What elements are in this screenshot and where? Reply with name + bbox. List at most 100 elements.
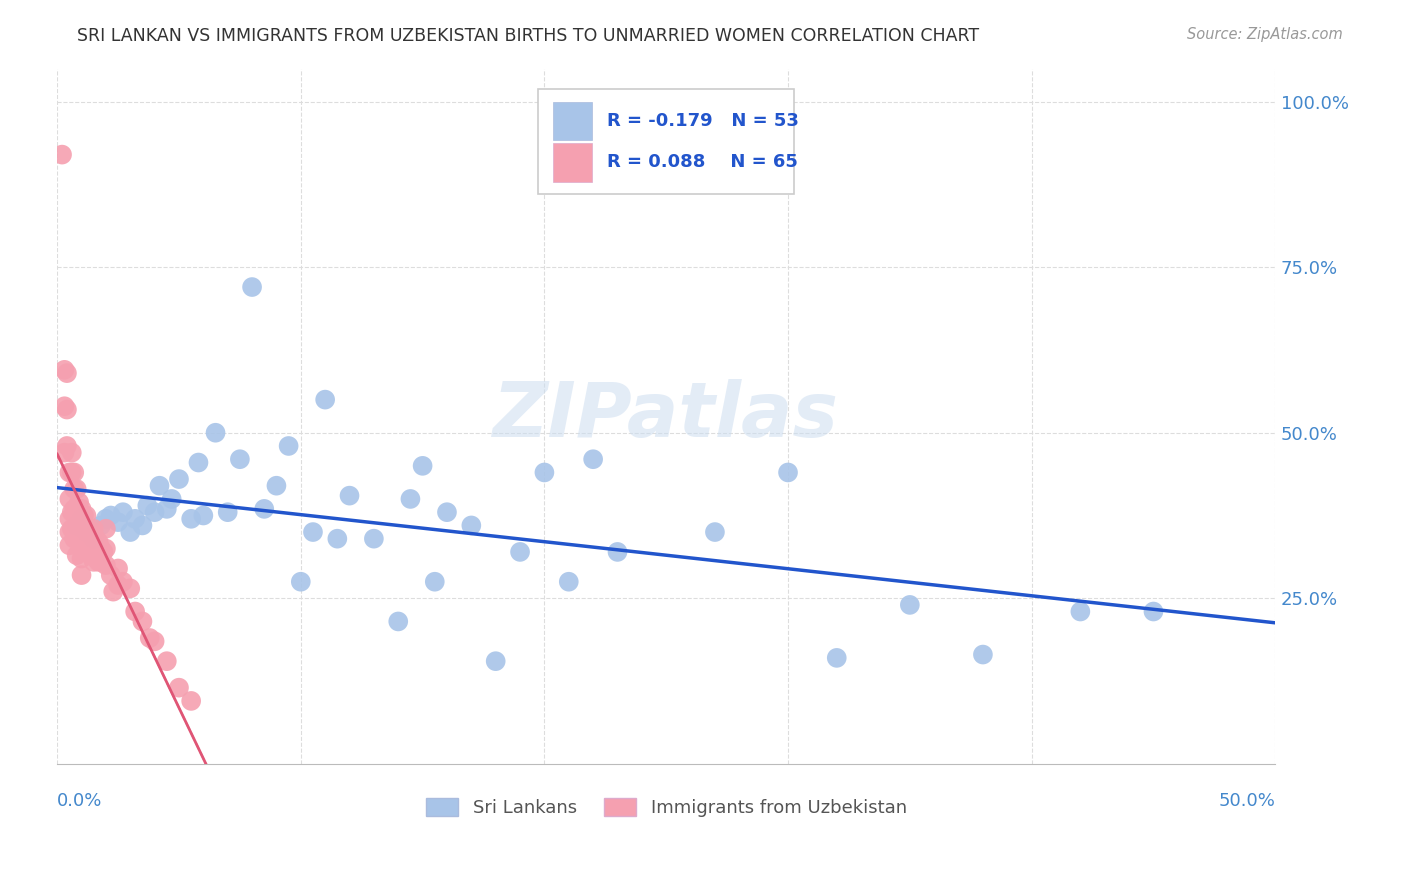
Point xyxy=(136,499,159,513)
Point xyxy=(143,505,166,519)
Point xyxy=(107,578,129,592)
Point xyxy=(58,524,80,539)
Point xyxy=(314,392,336,407)
Point xyxy=(326,532,349,546)
Point xyxy=(156,501,179,516)
Point xyxy=(387,615,409,629)
Point xyxy=(80,524,103,539)
Point xyxy=(156,654,179,668)
Point xyxy=(56,439,79,453)
Point xyxy=(67,495,90,509)
Point xyxy=(100,568,122,582)
Point xyxy=(266,479,288,493)
Point xyxy=(51,147,73,161)
Point xyxy=(73,508,96,523)
Point xyxy=(277,439,299,453)
Point xyxy=(56,366,79,380)
Point xyxy=(58,512,80,526)
Point xyxy=(124,605,146,619)
Point xyxy=(972,648,994,662)
Point xyxy=(167,681,190,695)
Point xyxy=(139,631,162,645)
Point xyxy=(83,522,105,536)
Point xyxy=(63,466,86,480)
Point xyxy=(124,512,146,526)
Point xyxy=(90,555,112,569)
Point xyxy=(898,598,921,612)
Point xyxy=(94,541,117,556)
Point xyxy=(290,574,312,589)
Point xyxy=(70,522,93,536)
Point xyxy=(167,472,190,486)
Point xyxy=(53,445,76,459)
Text: 0.0%: 0.0% xyxy=(58,791,103,810)
Point xyxy=(111,505,134,519)
Point xyxy=(302,524,325,539)
Point xyxy=(107,515,129,529)
Point xyxy=(160,491,183,506)
Point xyxy=(94,522,117,536)
Point xyxy=(60,445,83,459)
Point xyxy=(90,518,112,533)
Point xyxy=(143,634,166,648)
Point xyxy=(94,512,117,526)
Point xyxy=(75,524,97,539)
Point xyxy=(120,582,142,596)
Point xyxy=(83,532,105,546)
Point xyxy=(120,524,142,539)
Point xyxy=(412,458,434,473)
Point xyxy=(58,538,80,552)
Point xyxy=(533,466,555,480)
Point xyxy=(66,528,89,542)
Point xyxy=(58,491,80,506)
Text: R = -0.179   N = 53: R = -0.179 N = 53 xyxy=(606,112,799,129)
Point xyxy=(83,541,105,556)
Point xyxy=(606,545,628,559)
Text: R = 0.088    N = 65: R = 0.088 N = 65 xyxy=(606,153,797,171)
Point xyxy=(148,479,170,493)
Point xyxy=(93,545,115,559)
Point xyxy=(70,501,93,516)
Point xyxy=(60,505,83,519)
Point xyxy=(56,402,79,417)
Point xyxy=(73,528,96,542)
Point xyxy=(1069,605,1091,619)
FancyBboxPatch shape xyxy=(553,102,592,140)
Point xyxy=(339,489,361,503)
Point xyxy=(180,512,202,526)
Point xyxy=(776,466,799,480)
Legend: Sri Lankans, Immigrants from Uzbekistan: Sri Lankans, Immigrants from Uzbekistan xyxy=(419,790,914,824)
Text: Source: ZipAtlas.com: Source: ZipAtlas.com xyxy=(1187,27,1343,42)
FancyBboxPatch shape xyxy=(553,144,592,181)
Point xyxy=(703,524,725,539)
Point xyxy=(423,574,446,589)
Point xyxy=(53,399,76,413)
Point xyxy=(94,558,117,573)
Point xyxy=(111,574,134,589)
Point xyxy=(84,532,107,546)
Point xyxy=(63,482,86,496)
Point xyxy=(240,280,263,294)
Point xyxy=(77,522,100,536)
Point xyxy=(84,551,107,566)
Point xyxy=(229,452,252,467)
Point xyxy=(70,551,93,566)
Point xyxy=(66,482,89,496)
Point xyxy=(103,584,125,599)
Point xyxy=(60,466,83,480)
Point xyxy=(87,535,110,549)
Text: SRI LANKAN VS IMMIGRANTS FROM UZBEKISTAN BIRTHS TO UNMARRIED WOMEN CORRELATION C: SRI LANKAN VS IMMIGRANTS FROM UZBEKISTAN… xyxy=(77,27,980,45)
Point xyxy=(187,456,209,470)
Point xyxy=(70,568,93,582)
Point xyxy=(582,452,605,467)
Point xyxy=(131,615,153,629)
Point xyxy=(70,538,93,552)
Point xyxy=(253,501,276,516)
Point xyxy=(70,512,93,526)
Point xyxy=(53,363,76,377)
Point xyxy=(67,518,90,533)
Point xyxy=(131,518,153,533)
FancyBboxPatch shape xyxy=(538,89,794,194)
Point xyxy=(825,651,848,665)
Point xyxy=(60,522,83,536)
